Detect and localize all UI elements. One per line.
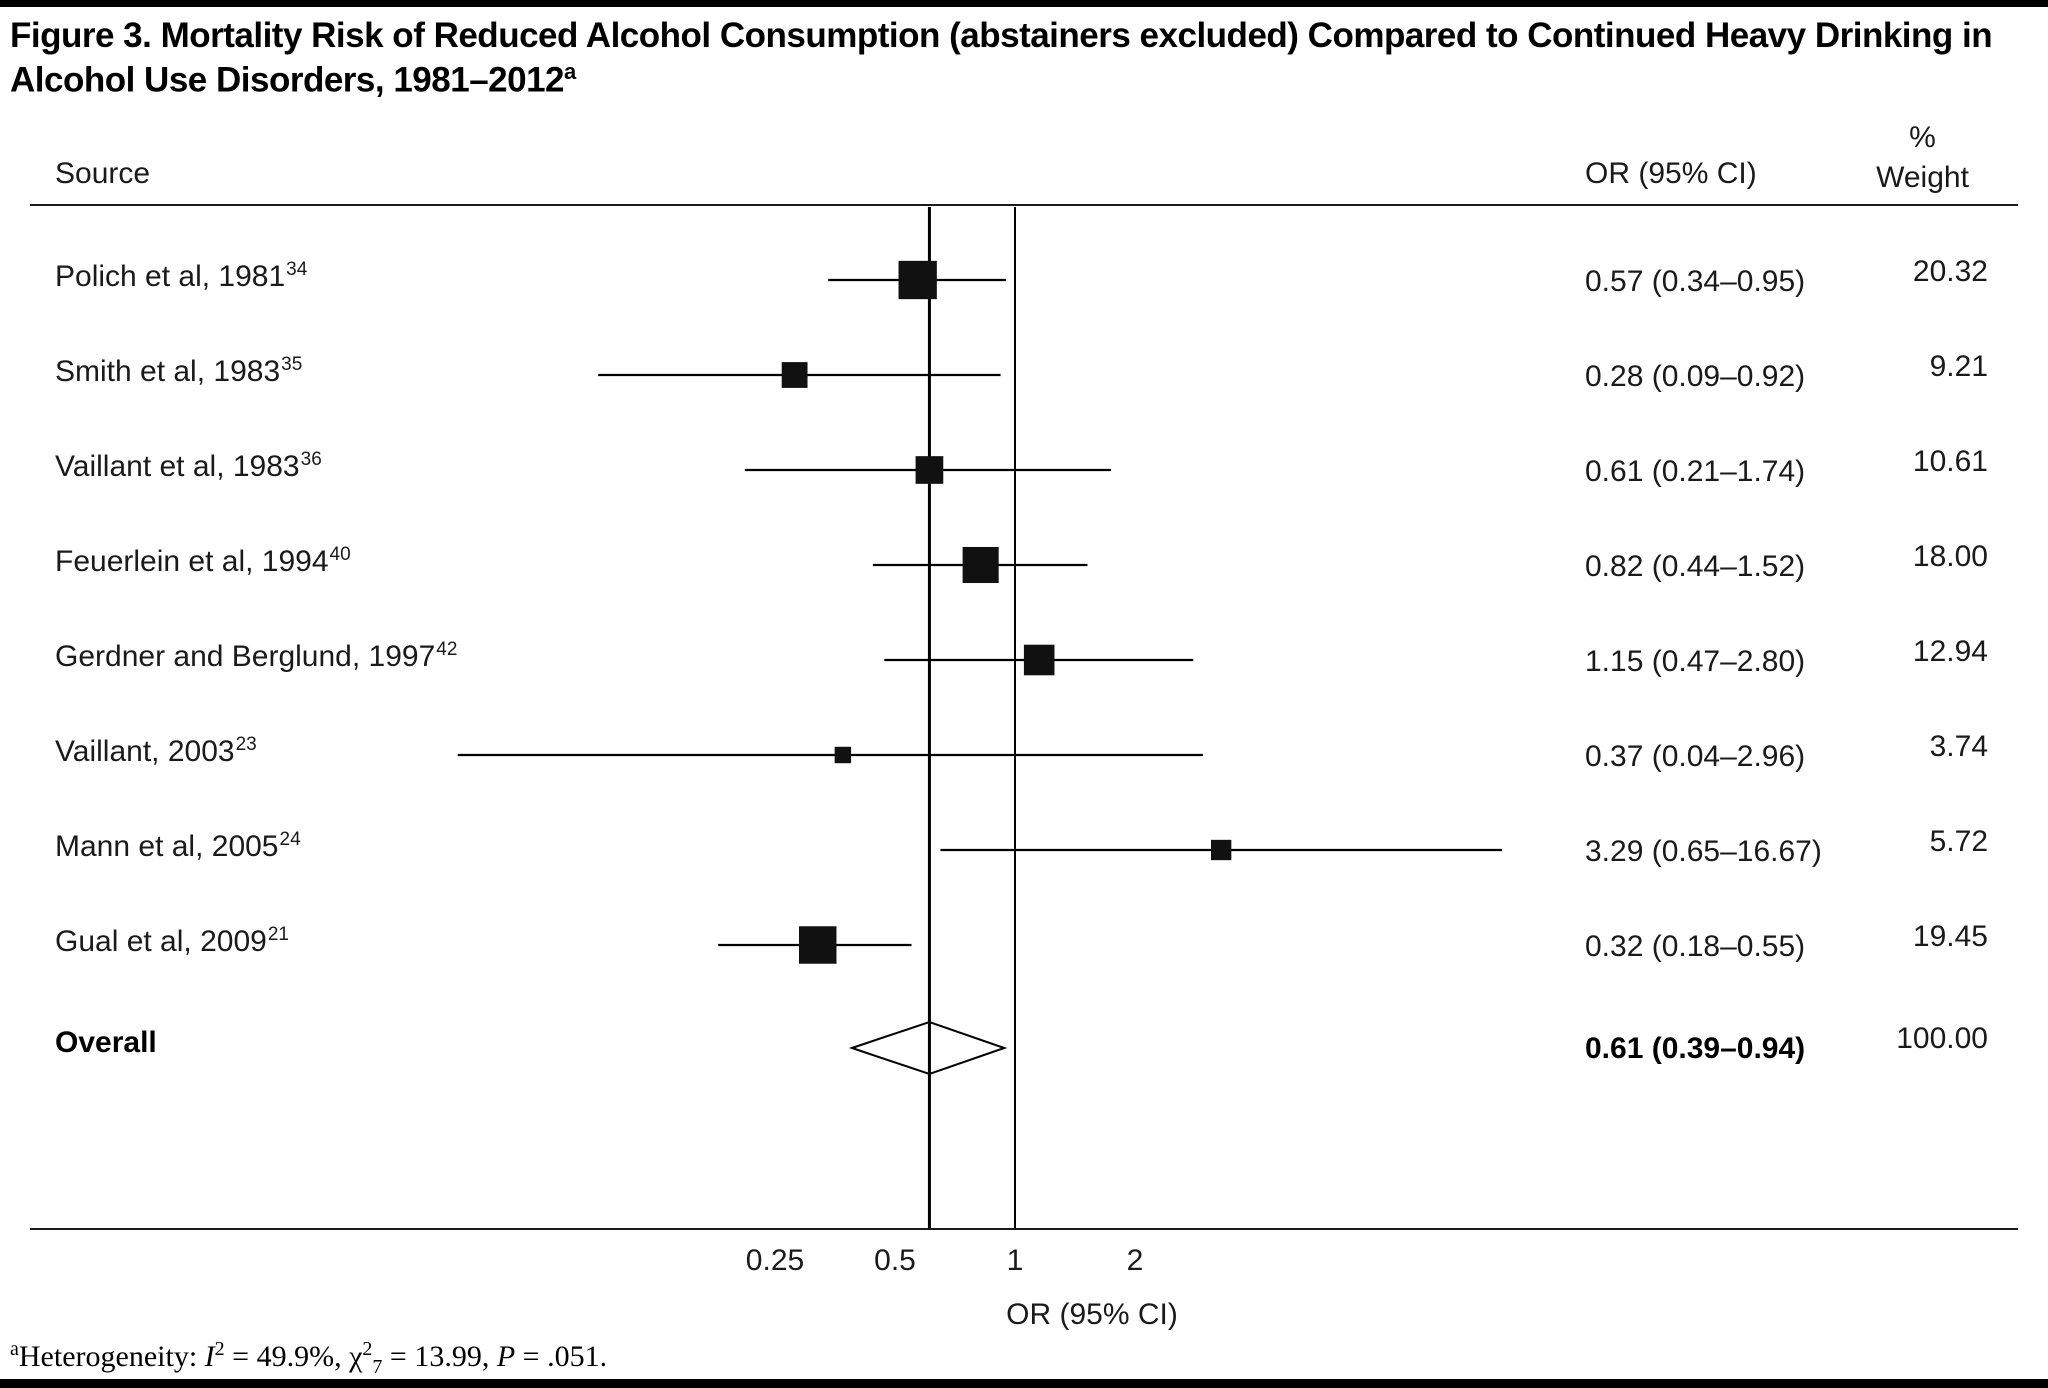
- x-axis-tick: 0.25: [746, 1244, 804, 1278]
- x-axis-tick: 2: [1127, 1244, 1144, 1278]
- study-label: Vaillant et al, 198336: [55, 450, 322, 484]
- weight-value: 18.00: [1820, 540, 1988, 574]
- footnote-segment: 7: [372, 1356, 382, 1378]
- footnote-segment: χ: [349, 1340, 362, 1373]
- axis-rule: [30, 1228, 2018, 1230]
- or-ci-value: 1.15 (0.47–2.80): [1585, 645, 1805, 679]
- reference-superscript: 34: [286, 259, 307, 280]
- weight-value: 3.74: [1820, 730, 1988, 764]
- study-label: Mann et al, 200524: [55, 830, 301, 864]
- effect-marker: [899, 261, 937, 299]
- x-axis-tick: 1: [1007, 1244, 1024, 1278]
- effect-marker: [782, 362, 808, 388]
- study-label: Feuerlein et al, 199440: [55, 545, 351, 579]
- overall-label: Overall: [55, 1026, 157, 1060]
- reference-superscript: 24: [280, 829, 301, 850]
- reference-superscript: 35: [281, 354, 302, 375]
- or-ci-value: 3.29 (0.65–16.67): [1585, 835, 1822, 869]
- footnote-segment: a: [10, 1338, 19, 1360]
- reference-superscript: 42: [436, 639, 457, 660]
- weight-value: 5.72: [1820, 825, 1988, 859]
- footnote-segment: = .051.: [515, 1340, 607, 1373]
- effect-marker: [835, 747, 851, 763]
- x-axis-label: OR (95% CI): [1006, 1298, 1178, 1332]
- weight-value: 10.61: [1820, 445, 1988, 479]
- footnote-segment: I: [205, 1340, 215, 1373]
- or-ci-value: 0.57 (0.34–0.95): [1585, 265, 1805, 299]
- study-label: Polich et al, 198134: [55, 260, 307, 294]
- study-name: Mann et al, 2005: [55, 830, 279, 863]
- weight-value: 20.32: [1820, 255, 1988, 289]
- study-name: Polich et al, 1981: [55, 260, 285, 293]
- study-label: Gual et al, 200921: [55, 925, 289, 959]
- study-name: Feuerlein et al, 1994: [55, 545, 329, 578]
- footnote-segment: P: [497, 1340, 515, 1373]
- effect-marker: [1211, 840, 1231, 860]
- overall-or-ci-value: 0.61 (0.39–0.94): [1585, 1032, 1805, 1066]
- or-ci-value: 0.37 (0.04–2.96): [1585, 740, 1805, 774]
- study-name: Gerdner and Berglund, 1997: [55, 640, 435, 673]
- or-ci-value: 0.61 (0.21–1.74): [1585, 455, 1805, 489]
- overall-weight-value: 100.00: [1820, 1022, 1988, 1056]
- study-name: Smith et al, 1983: [55, 355, 280, 388]
- footnote: aHeterogeneity: I2 = 49.9%, χ27 = 13.99,…: [10, 1338, 607, 1379]
- study-label: Vaillant, 200323: [55, 735, 257, 769]
- effect-marker: [916, 456, 944, 484]
- footnote-segment: 2: [215, 1338, 225, 1360]
- or-ci-value: 0.82 (0.44–1.52): [1585, 550, 1805, 584]
- forest-plot-canvas: [0, 0, 2048, 1388]
- study-name: Vaillant et al, 1983: [55, 450, 300, 483]
- reference-superscript: 23: [236, 734, 257, 755]
- effect-marker: [1024, 645, 1055, 676]
- x-axis-tick: 0.5: [874, 1244, 916, 1278]
- study-label: Gerdner and Berglund, 199742: [55, 640, 457, 674]
- effect-marker: [799, 926, 836, 963]
- weight-value: 12.94: [1820, 635, 1988, 669]
- footnote-segment: = 49.9%,: [225, 1340, 349, 1373]
- or-ci-value: 0.28 (0.09–0.92): [1585, 360, 1805, 394]
- reference-superscript: 40: [330, 544, 351, 565]
- weight-value: 19.45: [1820, 920, 1988, 954]
- study-label: Smith et al, 198335: [55, 355, 302, 389]
- bottom-border-rule: [0, 1379, 2048, 1388]
- study-name: Vaillant, 2003: [55, 735, 235, 768]
- effect-marker: [963, 547, 999, 583]
- or-ci-value: 0.32 (0.18–0.55): [1585, 930, 1805, 964]
- reference-superscript: 36: [301, 449, 322, 470]
- figure-page: Figure 3. Mortality Risk of Reduced Alco…: [0, 0, 2048, 1388]
- reference-superscript: 21: [268, 924, 289, 945]
- footnote-segment: = 13.99,: [382, 1340, 496, 1373]
- weight-value: 9.21: [1820, 350, 1988, 384]
- study-name: Gual et al, 2009: [55, 925, 267, 958]
- footnote-segment: 2: [362, 1338, 372, 1360]
- footnote-segment: Heterogeneity:: [19, 1340, 205, 1373]
